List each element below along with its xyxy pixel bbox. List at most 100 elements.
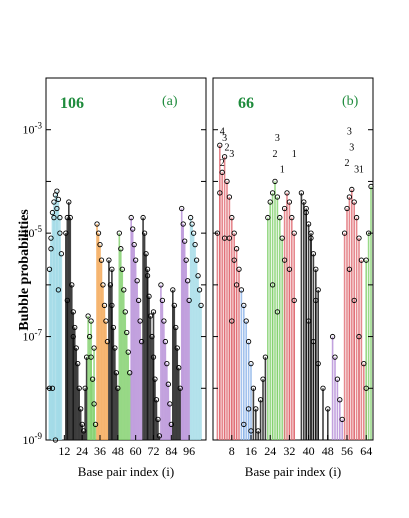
data-point [54, 205, 60, 212]
data-point [274, 194, 281, 200]
data-point [55, 287, 62, 293]
data-point [49, 209, 56, 216]
data-point [179, 205, 185, 212]
data-point [298, 190, 305, 196]
data-point [219, 169, 225, 175]
data-point [248, 360, 254, 367]
panel-b-y-ticks [213, 77, 373, 441]
data-point [186, 297, 192, 304]
data-point [85, 313, 91, 319]
data-point [137, 318, 143, 324]
data-point [158, 282, 164, 288]
data-point [183, 257, 189, 263]
data-point [250, 385, 257, 391]
data-point [274, 309, 281, 315]
data-point [308, 230, 314, 236]
data-point [75, 360, 81, 367]
annotation-label: 3 [347, 127, 352, 138]
data-point [116, 230, 122, 236]
data-point [54, 188, 60, 194]
data-point [260, 376, 266, 382]
data-point [46, 266, 53, 272]
data-point [159, 297, 166, 304]
data-point [281, 205, 288, 212]
y-axis-title: Bubble probabilities [17, 209, 32, 331]
data-point [291, 230, 297, 236]
data-point [57, 230, 63, 236]
data-point [217, 190, 223, 196]
x-tick-label: 56 [341, 444, 353, 458]
data-point [229, 214, 235, 221]
data-point [152, 376, 158, 382]
panel-a-tag: (a) [162, 94, 178, 109]
data-point [346, 194, 353, 200]
y-tick-label: 10-9 [23, 431, 43, 447]
data-point [233, 246, 240, 252]
data-point [164, 360, 170, 367]
data-point [269, 282, 276, 288]
data-point [100, 282, 106, 288]
data-point [52, 437, 59, 443]
data-point [356, 333, 362, 340]
data-point [110, 324, 117, 331]
data-point [156, 433, 163, 439]
data-point [217, 142, 223, 148]
data-point [301, 199, 307, 205]
data-point [144, 273, 151, 279]
data-point [58, 251, 65, 257]
panel-a-x-axis-title: Base pair index (i) [78, 464, 174, 479]
data-point [308, 235, 314, 241]
data-point [130, 226, 136, 232]
x-tick-label: 8 [229, 444, 235, 458]
panel-b-tag: (b) [342, 94, 359, 109]
data-point [224, 178, 230, 185]
data-point [48, 235, 54, 241]
data-point [167, 401, 173, 407]
data-point [193, 257, 200, 263]
data-point [229, 318, 235, 324]
data-point [325, 406, 331, 412]
data-point [66, 199, 72, 205]
data-point [135, 297, 142, 304]
data-point [124, 329, 130, 336]
data-point [113, 370, 119, 376]
data-point [253, 406, 259, 412]
x-tick-label: 12 [58, 444, 70, 458]
data-point [146, 293, 152, 299]
panel-b-points [214, 142, 374, 434]
data-point [279, 235, 285, 241]
data-point [195, 273, 201, 279]
data-point [133, 257, 139, 263]
data-point [171, 302, 177, 309]
data-point [233, 282, 240, 288]
x-tick-label: 96 [183, 444, 195, 458]
data-point [243, 318, 249, 324]
y-tick-label: 10-7 [23, 328, 43, 344]
panel-b-frame [212, 77, 374, 441]
data-point [236, 266, 242, 272]
data-point [363, 257, 369, 263]
data-point [226, 235, 233, 241]
annotation-label: 1 [292, 149, 297, 160]
data-point [334, 376, 341, 382]
data-point [153, 397, 160, 403]
panel-b-number: 66 [238, 95, 254, 112]
data-point [73, 345, 79, 351]
data-point [305, 318, 312, 324]
data-point [95, 230, 102, 236]
x-tick-label: 24 [264, 444, 276, 458]
data-point [149, 333, 155, 340]
panel-a-stems [48, 191, 202, 440]
x-tick-label: 40 [303, 444, 315, 458]
data-point [55, 196, 62, 203]
data-point [48, 246, 54, 252]
data-point [94, 221, 100, 227]
x-tick-label: 72 [147, 444, 159, 458]
data-point [329, 333, 336, 340]
data-point [109, 266, 115, 272]
data-point [174, 345, 180, 351]
data-point [165, 381, 171, 387]
data-point [97, 241, 103, 248]
data-point [248, 428, 254, 434]
